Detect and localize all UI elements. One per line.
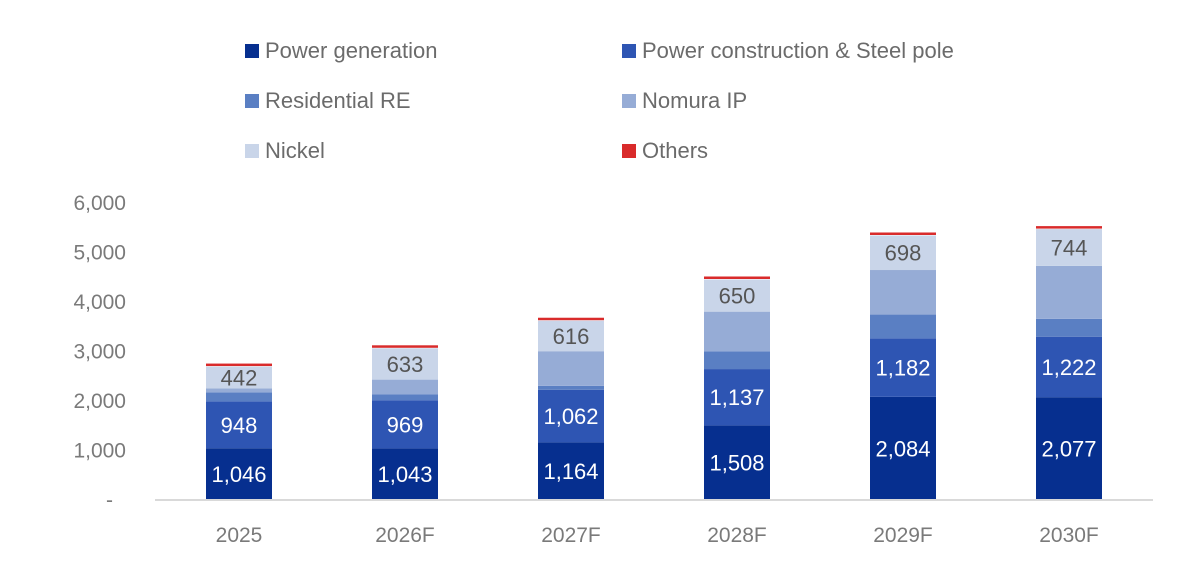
bar-group-2025: 1,046 948 442 [206,363,272,500]
legend-item-power-construction-steel-pole: Power construction & Steel pole [622,38,954,64]
bar-segment-nomura-ip [704,311,770,352]
bar-segment-power-generation [1036,397,1102,500]
bar-group-2029f: 2,084 1,182 698 [870,232,936,500]
bar-segment-nomura-ip [870,270,936,315]
legend-item-nomura-ip: Nomura IP [622,88,747,114]
legend-item-nickel: Nickel [245,138,325,164]
legend-swatch [245,44,259,58]
legend-item-others: Others [622,138,708,164]
x-tick-label: 2029F [873,524,933,547]
legend-item-residential-re: Residential RE [245,88,411,114]
bar-segment-nomura-ip [1036,265,1102,319]
bar-segment-others [206,363,272,367]
bar-segment-others [870,232,936,235]
x-tick-label: 2027F [541,524,601,547]
bar-segment-residential-re [206,392,272,402]
y-tick-label: 3,000 [73,341,126,364]
legend-label: Others [642,138,709,163]
bar-segment-nickel [206,366,272,389]
data-label-power-construction-steel-pole: 1,182 [875,356,930,381]
data-label-power-generation: 2,077 [1041,437,1096,462]
x-axis: 2025 2026F 2027F 2028F 2029F 2030F [216,524,1099,547]
bar-segment-power-generation [538,442,604,500]
data-label-nickel: 616 [553,324,590,349]
data-label-power-generation: 1,043 [377,462,432,487]
bar-segment-power-construction-steel-pole [206,401,272,449]
y-tick-label: 2,000 [73,390,126,413]
bar-segment-power-construction-steel-pole [704,369,770,426]
legend-item-power-generation: Power generation [245,38,437,64]
bar-segment-power-construction-steel-pole [538,389,604,443]
bar-segment-residential-re [372,394,438,401]
legend-label: Power generation [265,38,438,63]
bar-group-2026f: 1,043 969 633 [372,345,438,500]
data-label-power-construction-steel-pole: 1,062 [543,404,598,429]
legend-swatch [622,144,636,158]
bar-segment-nickel [870,235,936,271]
legend-swatch [245,94,259,108]
legend-swatch [245,144,259,158]
y-tick-label: 5,000 [73,242,126,265]
bar-segment-nomura-ip [538,351,604,386]
bar-group-2028f: 1,508 1,137 650 [704,276,770,500]
data-label-power-generation: 2,084 [875,436,930,461]
bar-segment-power-construction-steel-pole [372,400,438,449]
bar-group-2027f: 1,164 1,062 616 [538,317,604,500]
bar-segment-power-generation [704,425,770,500]
data-label-nickel: 698 [885,241,922,266]
y-tick-label: - [106,489,113,512]
x-tick-label: 2028F [707,524,767,547]
legend-label: Residential RE [265,88,411,113]
data-label-nickel: 650 [719,284,756,309]
bar-segment-power-construction-steel-pole [1036,336,1102,398]
bar-segment-power-generation [206,448,272,500]
bar-segment-nomura-ip [372,379,438,395]
data-label-power-construction-steel-pole: 1,222 [1041,355,1096,380]
bar-segment-nickel [538,320,604,352]
bar-segment-nickel [704,279,770,312]
x-tick-label: 2026F [375,524,435,547]
y-tick-label: 6,000 [73,192,126,215]
data-label-power-generation: 1,508 [709,451,764,476]
legend-label: Nomura IP [642,88,748,113]
bar-group-2030f: 2,077 1,222 744 [1036,226,1102,500]
bar-segment-nickel [372,348,438,380]
data-label-nickel: 744 [1051,236,1088,261]
y-tick-label: 4,000 [73,291,126,314]
bar-segment-others [372,345,438,348]
bar-segment-power-generation [372,448,438,500]
bar-segment-power-construction-steel-pole [870,338,936,397]
data-label-power-generation: 1,046 [211,462,266,487]
data-label-power-generation: 1,164 [543,459,598,484]
legend-swatch [622,44,636,58]
legend-swatch [622,94,636,108]
bar-segment-nickel [1036,229,1102,266]
bar-segment-residential-re [704,351,770,370]
data-label-power-construction-steel-pole: 948 [221,413,258,438]
data-label-nickel: 442 [221,365,258,390]
data-label-power-construction-steel-pole: 1,137 [709,385,764,410]
x-tick-label: 2030F [1039,524,1099,547]
bars: 1,046 948 442 1,043 969 633 1,164 1,062 616 1,508… [206,226,1102,500]
y-axis: - 1,000 2,000 3,000 4,000 5,000 6,000 [73,192,126,512]
bar-segment-power-generation [870,396,936,500]
bar-segment-others [704,276,770,279]
bar-segment-others [538,317,604,321]
data-label-nickel: 633 [387,352,424,377]
legend-label: Power construction & Steel pole [642,38,954,63]
bar-segment-residential-re [870,314,936,339]
bar-segment-residential-re [538,385,604,390]
x-tick-label: 2025 [216,524,263,547]
legend-label: Nickel [265,138,325,163]
bar-segment-residential-re [1036,318,1102,337]
bar-segment-nomura-ip [206,388,272,393]
bar-segment-others [1036,226,1102,229]
data-label-power-construction-steel-pole: 969 [387,412,424,437]
y-tick-label: 1,000 [73,440,126,463]
